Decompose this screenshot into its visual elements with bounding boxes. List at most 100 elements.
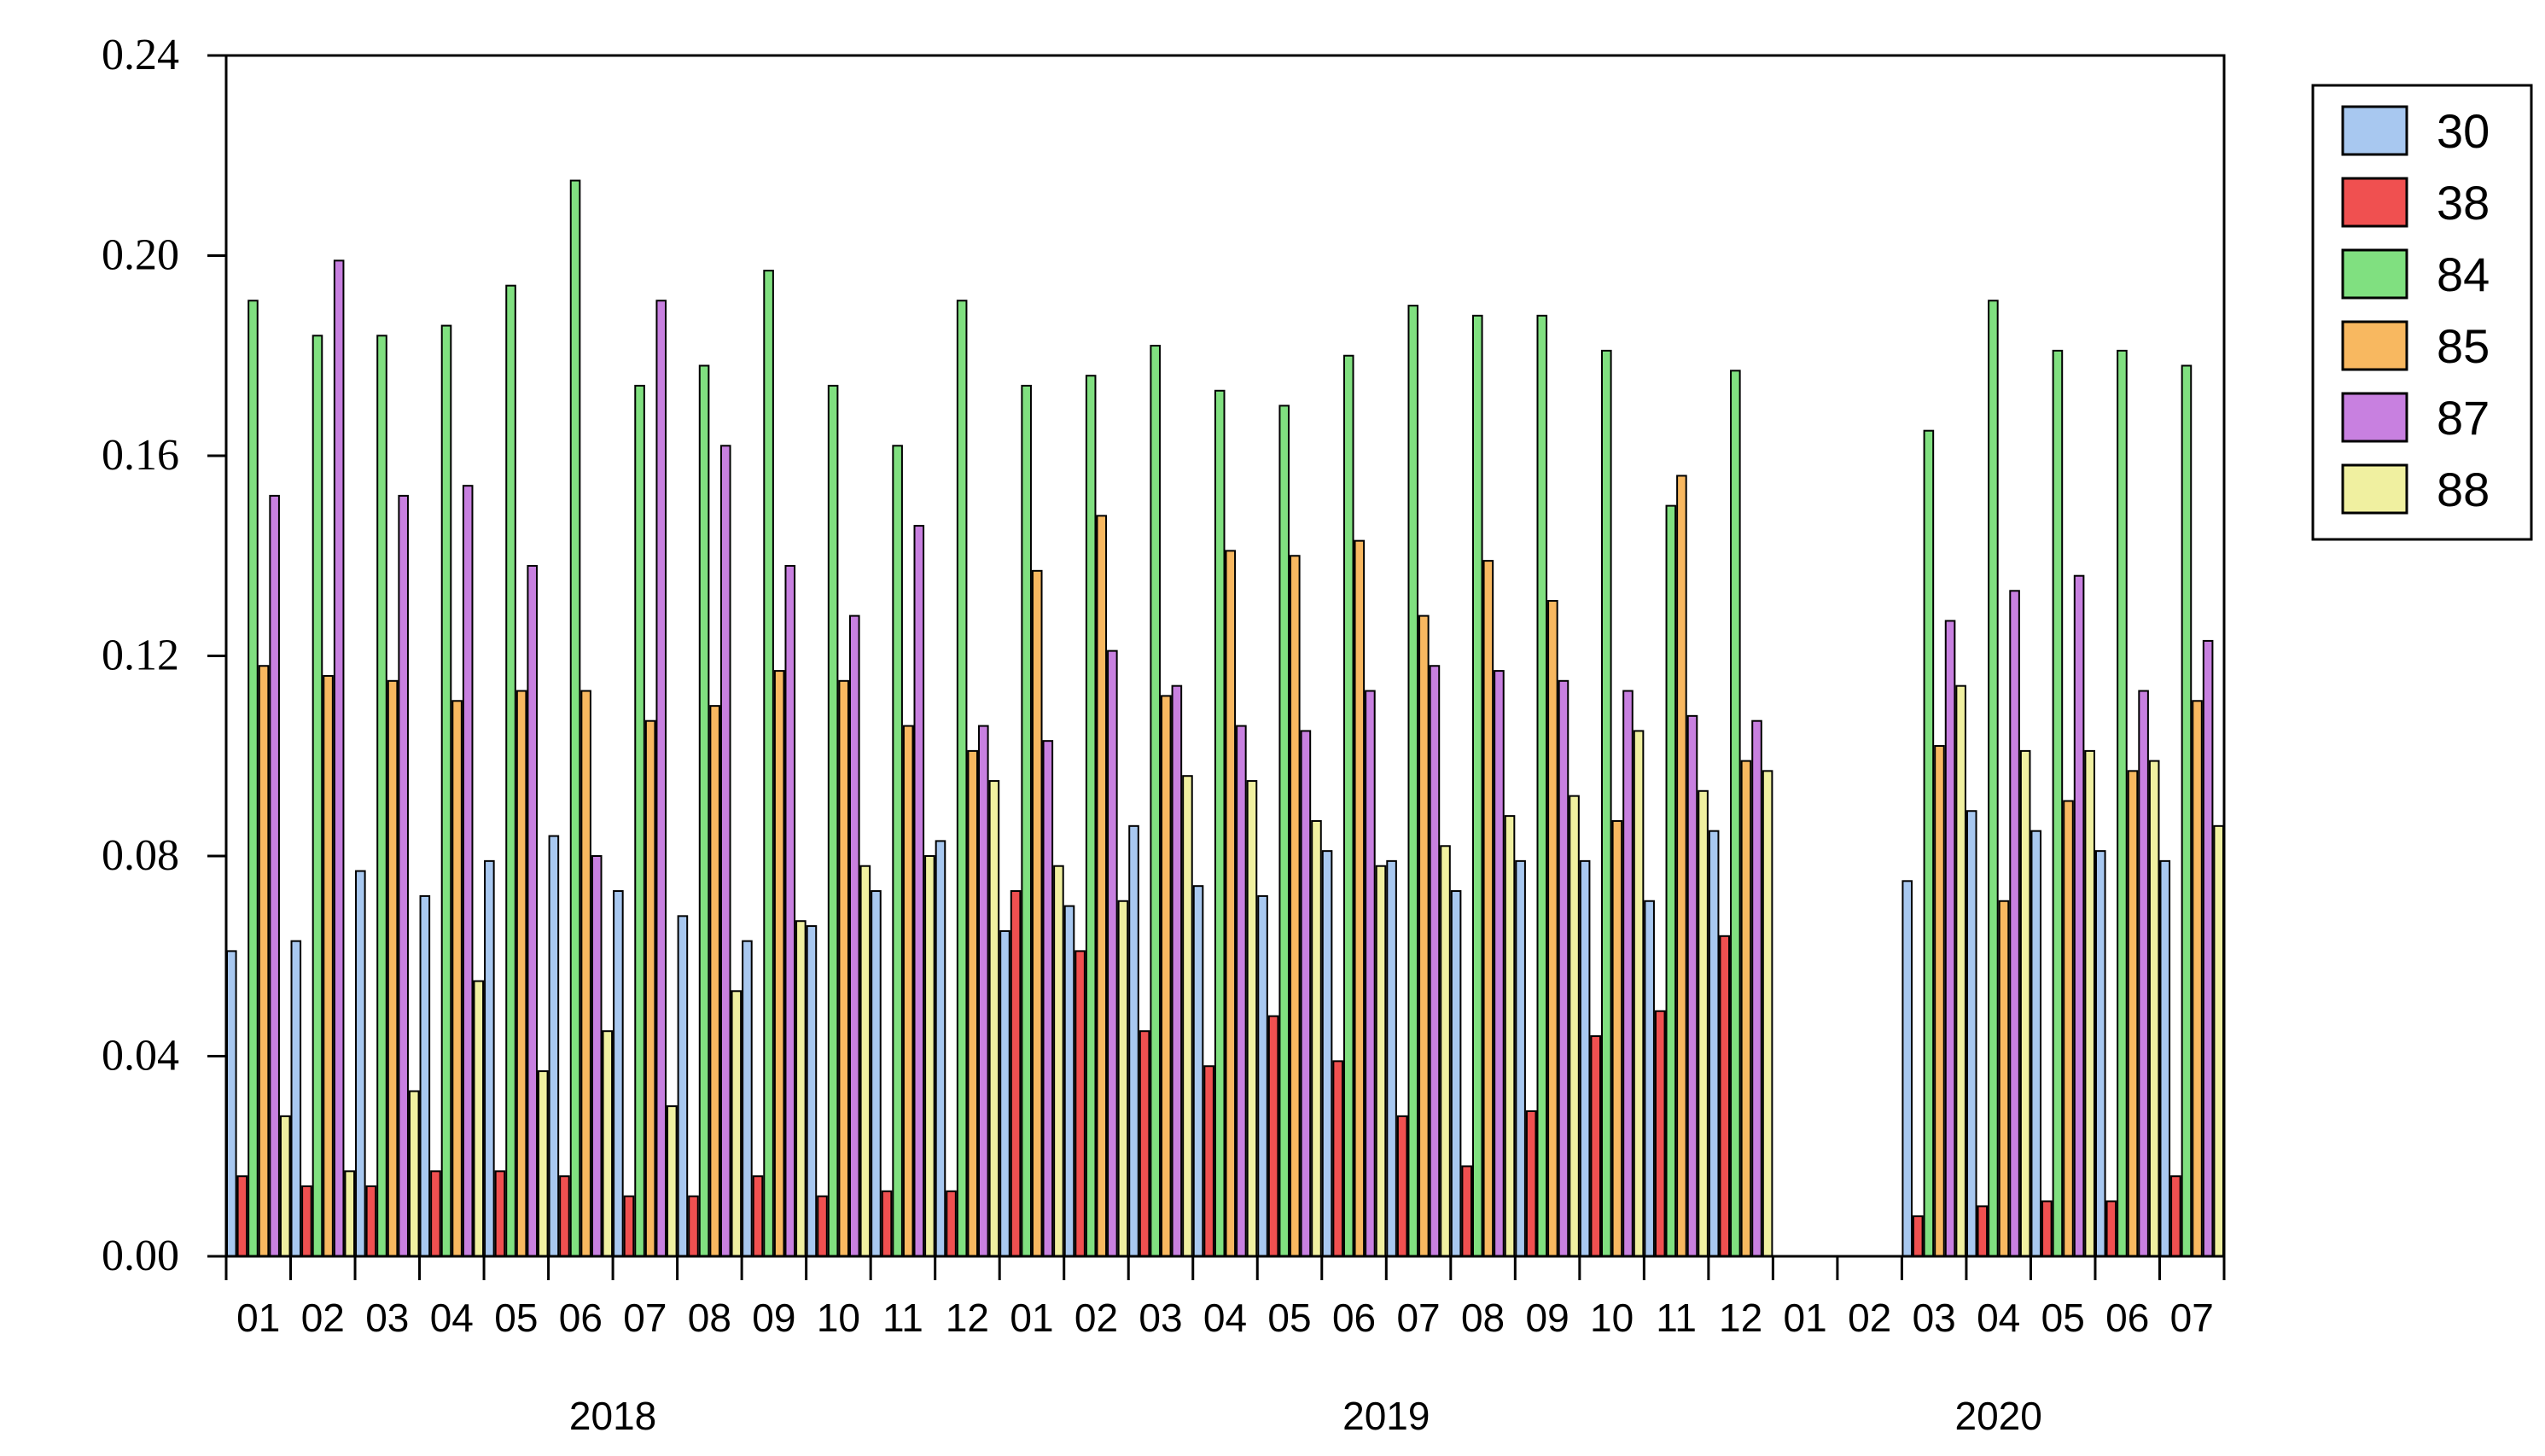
x-tick-label: 02 — [1074, 1296, 1118, 1340]
bar-series-38 — [2105, 1200, 2117, 1257]
bar-series-85 — [1547, 600, 1558, 1257]
bar-series-30 — [1966, 810, 1977, 1257]
bar-series-38 — [623, 1195, 635, 1258]
x-tick-label: 07 — [623, 1296, 667, 1340]
bar-series-87 — [848, 614, 860, 1257]
legend-swatch-84 — [2341, 248, 2408, 300]
legend-label: 84 — [2437, 248, 2490, 301]
bar-series-30 — [935, 840, 946, 1257]
bar-series-85 — [1611, 819, 1623, 1258]
bar-series-88 — [1698, 789, 1709, 1257]
bar-series-87 — [333, 259, 345, 1257]
x-tick-label: 04 — [430, 1296, 474, 1340]
y-tick-label: 0.12 — [102, 632, 179, 680]
bar-series-38 — [688, 1195, 699, 1258]
bar-series-84 — [1407, 305, 1419, 1257]
bar-series-30 — [1386, 859, 1397, 1257]
bar-series-88 — [859, 865, 871, 1257]
bar-series-88 — [1504, 815, 1516, 1257]
bar-series-84 — [1923, 429, 1935, 1257]
bar-series-84 — [248, 300, 259, 1258]
bar-series-88 — [344, 1170, 356, 1258]
bar-series-87 — [1042, 740, 1054, 1257]
x-tick-label: 03 — [365, 1296, 409, 1340]
bar-series-38 — [752, 1175, 764, 1257]
bar-series-87 — [1751, 719, 1762, 1257]
bar-series-38 — [430, 1170, 441, 1258]
x-tick-label: 06 — [559, 1296, 603, 1340]
bar-series-38 — [817, 1195, 828, 1258]
legend-swatch-88 — [2341, 463, 2408, 515]
bar-series-30 — [613, 890, 624, 1257]
bar-series-87 — [269, 494, 280, 1257]
legend: 30 38 84 85 87 88 — [2311, 84, 2533, 541]
y-tick-label: 0.24 — [102, 31, 179, 79]
bar-series-88 — [1440, 845, 1451, 1258]
x-tick-label: 03 — [1139, 1296, 1182, 1340]
bar-series-85 — [387, 679, 399, 1257]
bar-series-88 — [1633, 730, 1645, 1257]
bar-series-85 — [1031, 569, 1043, 1257]
x-tick-label: 03 — [1913, 1296, 1956, 1340]
bar-series-30 — [419, 894, 431, 1258]
bar-series-84 — [440, 324, 452, 1258]
bar-series-87 — [1622, 690, 1634, 1257]
bar-series-30 — [1901, 880, 1913, 1257]
bar-series-85 — [644, 719, 656, 1257]
bar-series-87 — [1107, 649, 1118, 1257]
bar-series-88 — [1182, 775, 1193, 1257]
bar-series-38 — [494, 1170, 506, 1258]
bar-series-30 — [484, 859, 495, 1257]
bar-series-85 — [1740, 760, 1752, 1257]
bar-series-85 — [709, 705, 720, 1257]
legend-label: 30 — [2437, 104, 2490, 158]
bar-series-85 — [1160, 695, 1172, 1257]
bar-series-84 — [1214, 389, 1226, 1258]
bar-series-87 — [913, 525, 925, 1257]
bar-series-38 — [1590, 1035, 1602, 1258]
bar-series-84 — [1085, 375, 1097, 1258]
bar-series-88 — [1569, 795, 1580, 1257]
legend-label: 87 — [2437, 391, 2490, 445]
bar-series-85 — [580, 690, 591, 1257]
bar-series-88 — [2084, 749, 2095, 1257]
x-tick-label: 06 — [1332, 1296, 1376, 1340]
bar-series-85 — [515, 690, 527, 1257]
legend-label: 85 — [2437, 319, 2490, 373]
bar-series-87 — [1944, 620, 1956, 1257]
bar-series-87 — [1494, 670, 1505, 1257]
bar-series-30 — [1192, 885, 1204, 1258]
x-tick-label: 01 — [236, 1296, 280, 1340]
bar-series-87 — [591, 855, 603, 1257]
x-tick-label: 09 — [752, 1296, 795, 1340]
bar-series-30 — [1321, 850, 1333, 1257]
bar-series-38 — [301, 1185, 312, 1258]
bar-series-88 — [667, 1105, 678, 1257]
bar-series-87 — [1236, 725, 1247, 1257]
x-tick-label: 05 — [1267, 1296, 1311, 1340]
legend-label: 88 — [2437, 463, 2490, 516]
bar-series-38 — [1332, 1060, 1343, 1258]
bar-series-38 — [559, 1175, 570, 1257]
bar-series-84 — [312, 335, 323, 1257]
bar-series-88 — [2213, 824, 2225, 1257]
bar-series-88 — [473, 980, 485, 1257]
x-tick-label: 08 — [1461, 1296, 1505, 1340]
x-tick-label: 10 — [817, 1296, 860, 1340]
bar-series-30 — [806, 925, 818, 1257]
x-tick-label: 02 — [301, 1296, 345, 1340]
bar-series-87 — [462, 485, 474, 1257]
bar-series-30 — [677, 915, 689, 1257]
bar-series-30 — [1515, 859, 1526, 1257]
legend-label: 38 — [2437, 176, 2490, 230]
bar-series-88 — [988, 780, 1000, 1257]
bar-series-84 — [1665, 504, 1677, 1257]
y-tick-label: 0.16 — [102, 431, 179, 480]
bar-series-30 — [1579, 859, 1591, 1257]
bar-series-84 — [2181, 364, 2193, 1258]
bar-series-30 — [226, 950, 237, 1257]
bar-series-87 — [1171, 684, 1183, 1257]
x-tick-label: 11 — [882, 1296, 923, 1340]
bar-series-38 — [1267, 1015, 1279, 1257]
